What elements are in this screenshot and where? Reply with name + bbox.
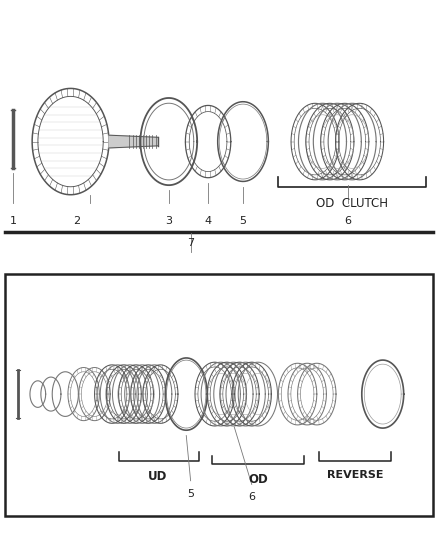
Text: REVERSE: REVERSE	[327, 470, 384, 480]
Text: UD: UD	[148, 470, 168, 482]
Text: 6: 6	[248, 492, 255, 503]
Bar	[5, 274, 433, 516]
Polygon shape	[109, 135, 158, 148]
Text: OD: OD	[248, 473, 268, 486]
Text: 5: 5	[240, 216, 247, 226]
Text: 5: 5	[187, 489, 194, 499]
Text: 4: 4	[205, 216, 212, 226]
Text: 7: 7	[187, 238, 194, 247]
Text: 6: 6	[344, 216, 351, 226]
Text: 1: 1	[10, 216, 16, 226]
Text: 3: 3	[165, 216, 172, 226]
Text: OD  CLUTCH: OD CLUTCH	[316, 197, 388, 211]
Text: 2: 2	[74, 216, 81, 226]
